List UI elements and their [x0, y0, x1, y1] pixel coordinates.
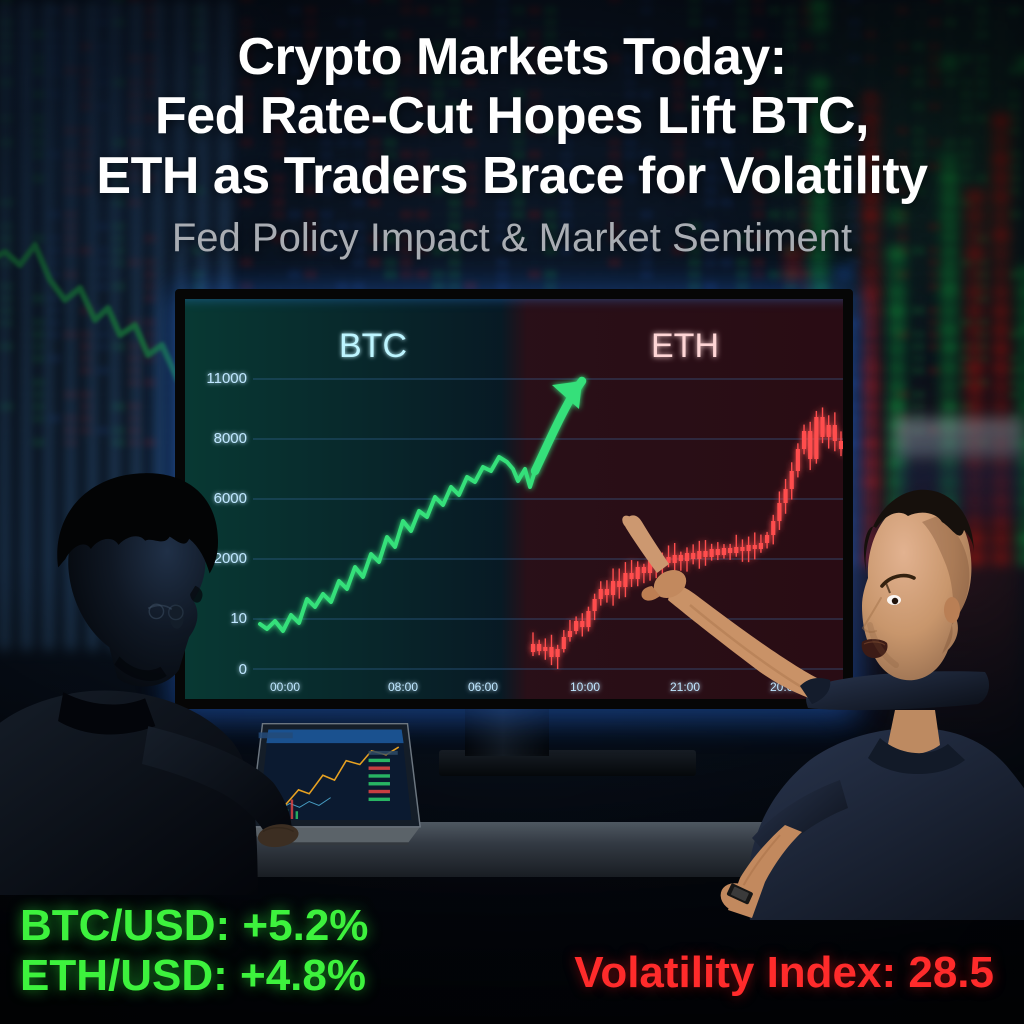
svg-text:8000: 8000: [214, 430, 247, 447]
svg-text:08:00: 08:00: [388, 680, 418, 694]
svg-text:ETH: ETH: [651, 327, 719, 365]
svg-text:06:00: 06:00: [468, 680, 498, 694]
svg-text:BTC: BTC: [339, 327, 407, 365]
svg-text:11000: 11000: [206, 370, 247, 387]
